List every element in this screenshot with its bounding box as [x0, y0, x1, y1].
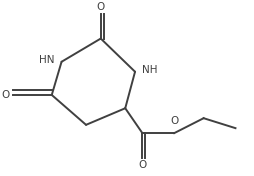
Text: HN: HN: [39, 55, 54, 65]
Text: O: O: [138, 160, 147, 170]
Text: O: O: [97, 2, 105, 12]
Text: O: O: [2, 90, 10, 100]
Text: NH: NH: [142, 65, 158, 75]
Text: O: O: [170, 117, 178, 127]
